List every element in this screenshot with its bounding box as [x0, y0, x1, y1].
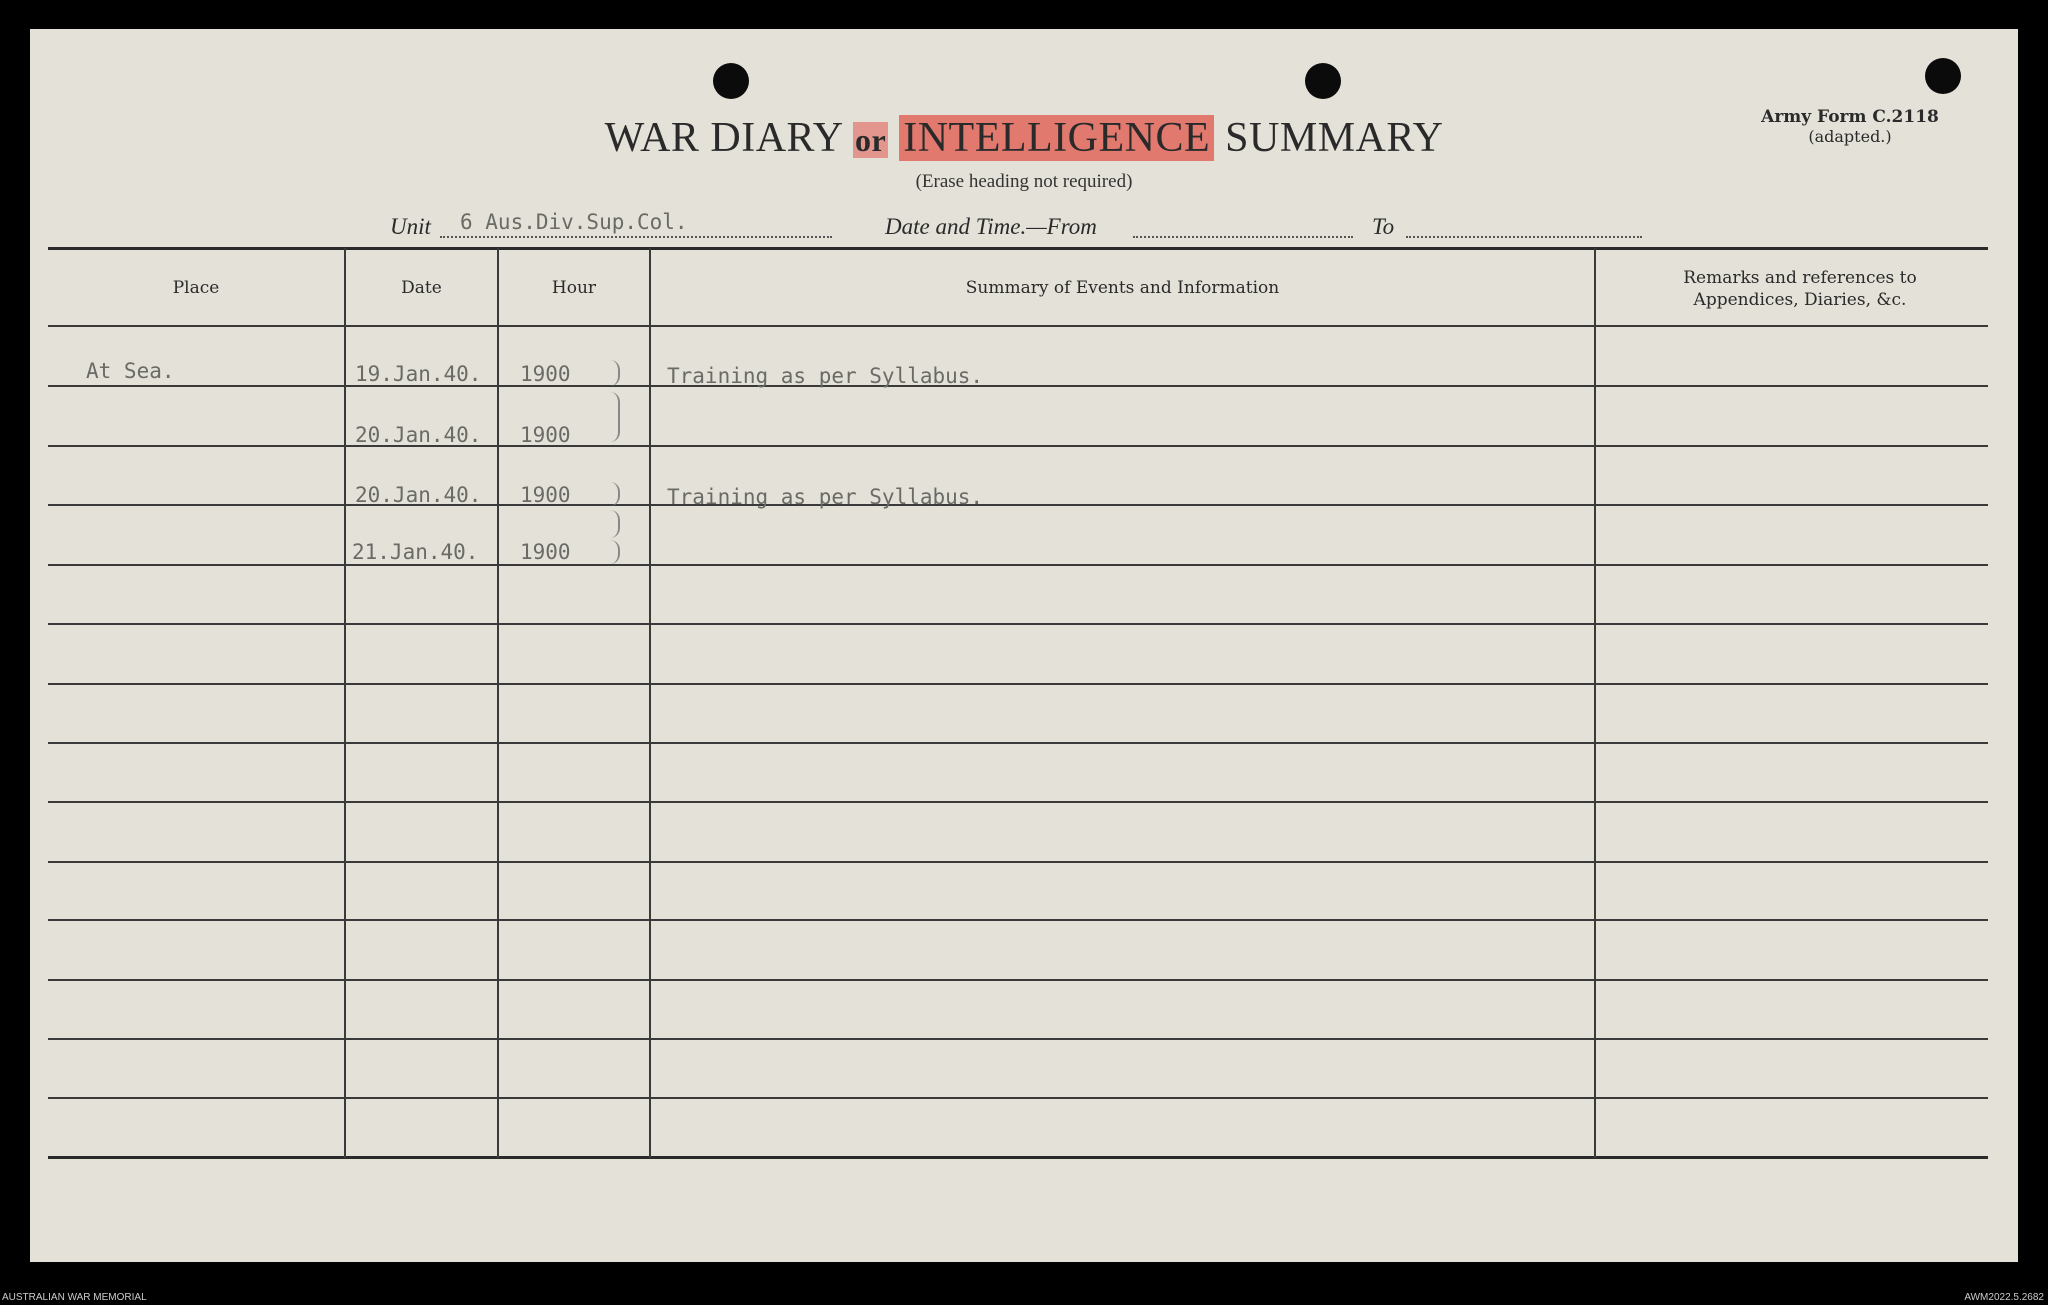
table-top-rule: [48, 247, 1988, 250]
subtitle: (Erase heading not required): [915, 171, 1133, 192]
title-intelligence-highlighted: INTELLIGENCE: [899, 115, 1215, 161]
title-summary: SUMMARY: [1225, 115, 1444, 161]
footer-accession-number: AWM2022.5.2682: [1964, 1292, 2044, 1303]
entry-hour: 1900: [520, 423, 571, 447]
bracket-mark: [610, 360, 620, 386]
column-header-summary: Summary of Events and Information: [965, 278, 1280, 298]
row-rule: [48, 919, 1988, 921]
punch-hole: [1305, 63, 1341, 99]
form-number: Army Form C.2118 (adapted.): [1740, 107, 1960, 146]
unit-value[interactable]: 6 Aus.Div.Sup.Col.: [460, 210, 688, 234]
column-header-remarks: Remarks and references to Appendices, Di…: [1683, 268, 1917, 310]
row-rule: [48, 445, 1988, 447]
diary-page: [30, 29, 2018, 1262]
row-rule: [48, 742, 1988, 744]
row-rule: [48, 504, 1988, 506]
punch-hole: [1925, 58, 1961, 94]
to-dotted-line[interactable]: [1406, 236, 1642, 238]
row-rule: [48, 623, 1988, 625]
to-label: To: [1372, 214, 1395, 239]
column-header-date: Date: [401, 278, 442, 298]
bracket-mark: [610, 392, 620, 442]
column-divider: [344, 248, 346, 1158]
row-rule: [48, 564, 1988, 566]
row-rule: [48, 1038, 1988, 1040]
bracket-mark: [610, 540, 620, 564]
column-divider: [649, 248, 651, 1158]
punch-hole: [713, 63, 749, 99]
date-from-dotted-line[interactable]: [1133, 236, 1353, 238]
table-bottom-rule: [48, 1156, 1988, 1159]
unit-dotted-line: [440, 236, 832, 238]
bracket-mark: [610, 510, 620, 538]
form-number-text: Army Form C.2118: [1761, 107, 1939, 127]
entry-summary: Training as per Syllabus.: [667, 364, 984, 388]
entry-hour: 1900: [520, 540, 571, 564]
column-divider: [497, 248, 499, 1158]
row-rule: [48, 683, 1988, 685]
row-rule: [48, 801, 1988, 803]
bracket-mark: [610, 482, 620, 506]
row-rule: [48, 385, 1988, 387]
row-rule: [48, 861, 1988, 863]
row-rule: [48, 1097, 1988, 1099]
column-divider: [1594, 248, 1596, 1158]
title-war-diary: WAR DIARY: [604, 115, 843, 161]
entry-date: 19.Jan.40.: [355, 362, 482, 386]
entry-date: 20.Jan.40.: [355, 423, 482, 447]
header-bottom-rule: [48, 325, 1988, 327]
entry-date: 21.Jan.40.: [352, 540, 479, 564]
unit-label: Unit: [390, 214, 431, 239]
entry-hour: 1900: [520, 362, 571, 386]
form-note: (adapted.): [1808, 127, 1892, 146]
entry-hour: 1900: [520, 483, 571, 507]
column-header-hour: Hour: [551, 278, 597, 298]
date-from-label: Date and Time.—From: [885, 214, 1097, 239]
column-header-place: Place: [172, 278, 220, 298]
page-title: WAR DIARY or INTELLIGENCE SUMMARY: [0, 114, 2048, 164]
row-rule: [48, 979, 1988, 981]
footer-institution: AUSTRALIAN WAR MEMORIAL: [2, 1292, 147, 1303]
title-or: or: [853, 122, 889, 158]
entry-date: 20.Jan.40.: [355, 483, 482, 507]
entry-summary: Training as per Syllabus.: [667, 485, 984, 509]
entry-place: At Sea.: [86, 359, 175, 383]
